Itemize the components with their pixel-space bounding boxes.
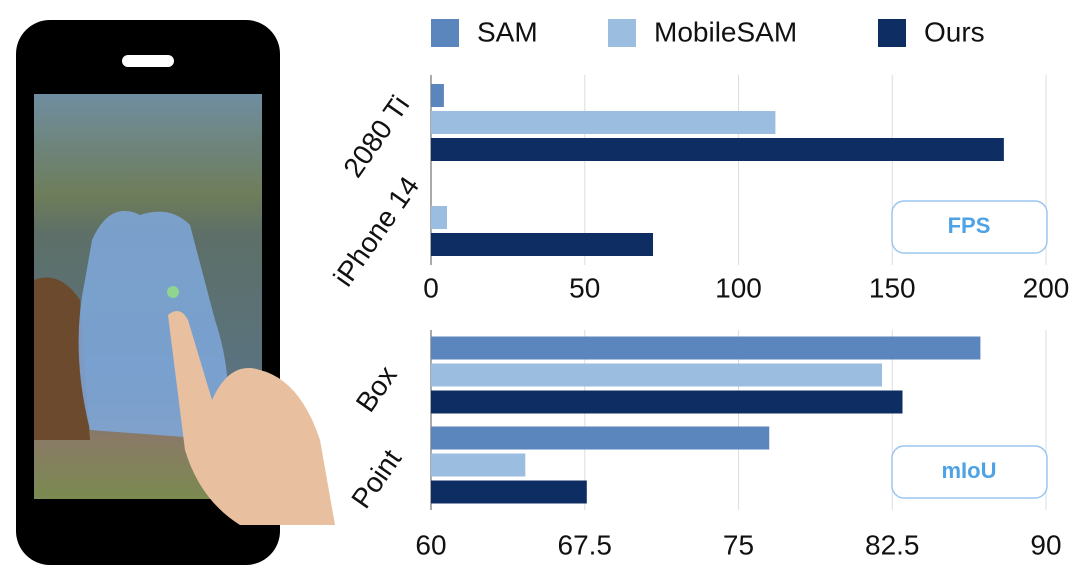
bar (431, 84, 444, 107)
legend-label: MobileSAM (654, 16, 797, 47)
category-label: 2080 Ti (337, 90, 415, 183)
annotation-box (891, 445, 1048, 499)
bar (431, 233, 654, 256)
x-tick-label: 200 (1023, 272, 1070, 303)
x-tick-label: 50 (569, 272, 600, 303)
x-tick-label: 82.5 (865, 529, 920, 560)
category-label: iPhone 14 (327, 171, 425, 292)
x-tick-label: 0 (423, 272, 439, 303)
category-label: Point (345, 444, 407, 514)
bar (431, 453, 526, 477)
bar (431, 336, 981, 360)
bar (431, 390, 903, 414)
bar (431, 480, 587, 504)
annotation-box (891, 200, 1048, 254)
tap-point (167, 286, 179, 298)
bar (431, 138, 1004, 161)
phone-illustration (16, 20, 335, 565)
bar (431, 206, 447, 229)
bear-cub (34, 277, 90, 440)
bar (431, 363, 882, 387)
x-tick-label: 60 (415, 529, 446, 560)
bar (431, 111, 776, 134)
phone-speaker (122, 55, 174, 67)
x-tick-label: 90 (1030, 529, 1061, 560)
x-tick-label: 100 (715, 272, 762, 303)
category-label: Box (350, 360, 403, 417)
legend-label: SAM (477, 16, 538, 47)
annotation: FPS (948, 213, 991, 238)
annotation: mIoU (942, 458, 997, 483)
legend-label: Ours (924, 16, 985, 47)
finger (168, 311, 335, 525)
x-tick-label: 67.5 (558, 529, 613, 560)
x-tick-label: 75 (723, 529, 754, 560)
bar (431, 426, 770, 450)
charts: SAM MobileSAM Ours 0 50 100 150 200 2080 TiiPhon… (327, 16, 1069, 560)
legend-swatch (608, 19, 636, 47)
x-tick-label: 150 (869, 272, 916, 303)
legend-swatch (878, 19, 906, 47)
legend-swatch (431, 19, 459, 47)
